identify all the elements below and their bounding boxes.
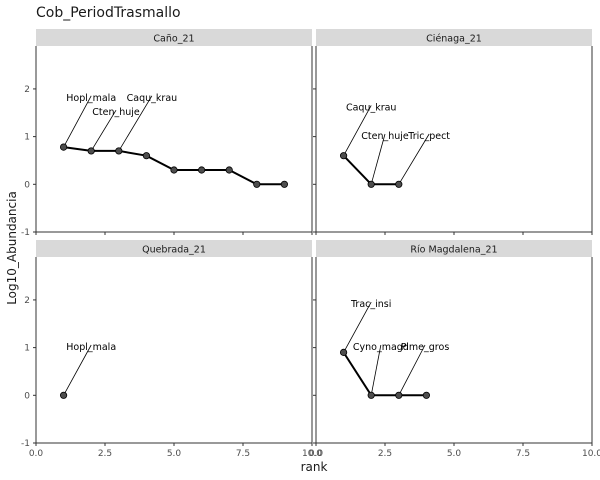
label-leader-line [63,95,92,148]
x-tick-label: 7.5 [236,449,250,459]
data-point [59,143,68,151]
facet-strip [36,29,312,46]
data-point [142,152,150,160]
data-point [339,348,348,356]
data-label: Hopl_mala [66,93,116,104]
data-label: Trac_insi [350,299,391,310]
y-tick-label: 1 [24,133,30,143]
data-point [59,391,68,399]
facet-strip [316,29,592,46]
facet-panel: Caño_21 -1 0 1 2 Hopl_mala Cten_huje Caqu_krau [21,29,313,238]
x-tick-label: 10.0 [582,449,600,459]
data-label: Caqu_krau [127,93,178,104]
data-point [280,180,288,188]
data-label: Cten_huje [92,107,140,118]
data-point [170,166,178,174]
data-point [339,152,348,160]
data-label: Cyno_magd [353,342,409,353]
facet-panel: Ciénaga_21 Caqu_krau Cten_huje Tric_pect [313,29,593,235]
facet-strip-label: Ciénaga_21 [426,34,482,45]
facet-strip-label: Caño_21 [153,34,194,45]
x-tick-label: 5.0 [447,449,462,459]
x-tick-label: 2.5 [98,449,112,459]
data-label: Pime_gros [401,342,450,353]
data-label: Hopl_mala [66,342,116,353]
facet-strip [316,240,592,257]
label-leader-line [398,133,430,185]
x-tick-label: 0.0 [309,449,324,459]
label-leader-line [343,105,372,156]
label-leader-line [118,95,153,152]
x-axis-title: rank [301,460,328,474]
facet-strip-label: Río Magdalena_21 [410,245,497,256]
y-tick-label: 0 [24,180,30,190]
data-label: Tric_pect [407,131,450,142]
facet-strip-label: Quebrada_21 [142,245,206,256]
y-tick-label: -1 [21,228,30,238]
label-leader-line [370,133,386,185]
data-point [367,180,375,188]
facet-strip [36,240,312,257]
data-point [87,147,95,155]
data-point [253,180,261,188]
data-point [225,166,233,174]
label-leader-line [343,301,372,353]
label-leader-line [63,344,92,396]
facet-panels: Caño_21-1012Hopl_malaCten_hujeCaqu_krauC… [21,29,600,459]
y-tick-label: 2 [24,85,30,95]
data-point [395,391,403,399]
label-leader-line [90,109,117,152]
y-axis-title: Log10_Abundancia [5,191,19,305]
y-tick-label: -1 [21,439,30,449]
facet-panel: Quebrada_21 -1 0 1 2 0.0 2.5 5.0 7.5 10.0 Hopl_mal… [21,240,322,459]
y-tick-label: 2 [24,296,30,306]
data-point [198,166,206,174]
data-label: Caqu_krau [346,102,397,113]
data-point [395,180,403,188]
x-tick-label: 5.0 [167,449,182,459]
data-point [367,391,375,399]
data-point [115,147,123,155]
y-tick-label: 0 [24,391,30,401]
x-tick-label: 0.0 [29,449,44,459]
series-line [342,351,427,397]
chart-title: Cob_PeriodTrasmallo [36,5,181,21]
y-tick-label: 1 [24,344,30,354]
x-tick-label: 2.5 [378,449,392,459]
label-leader-line [370,344,382,396]
data-point [422,391,430,399]
label-leader-line [398,344,426,396]
facet-panel: Río Magdalena_21 0.0 2.5 5.0 7.5 10.0 Trac_ins… [309,240,600,459]
data-label: Cten_huje [361,131,409,142]
x-tick-label: 7.5 [516,449,530,459]
x-tick-label: 10.0 [302,449,322,459]
